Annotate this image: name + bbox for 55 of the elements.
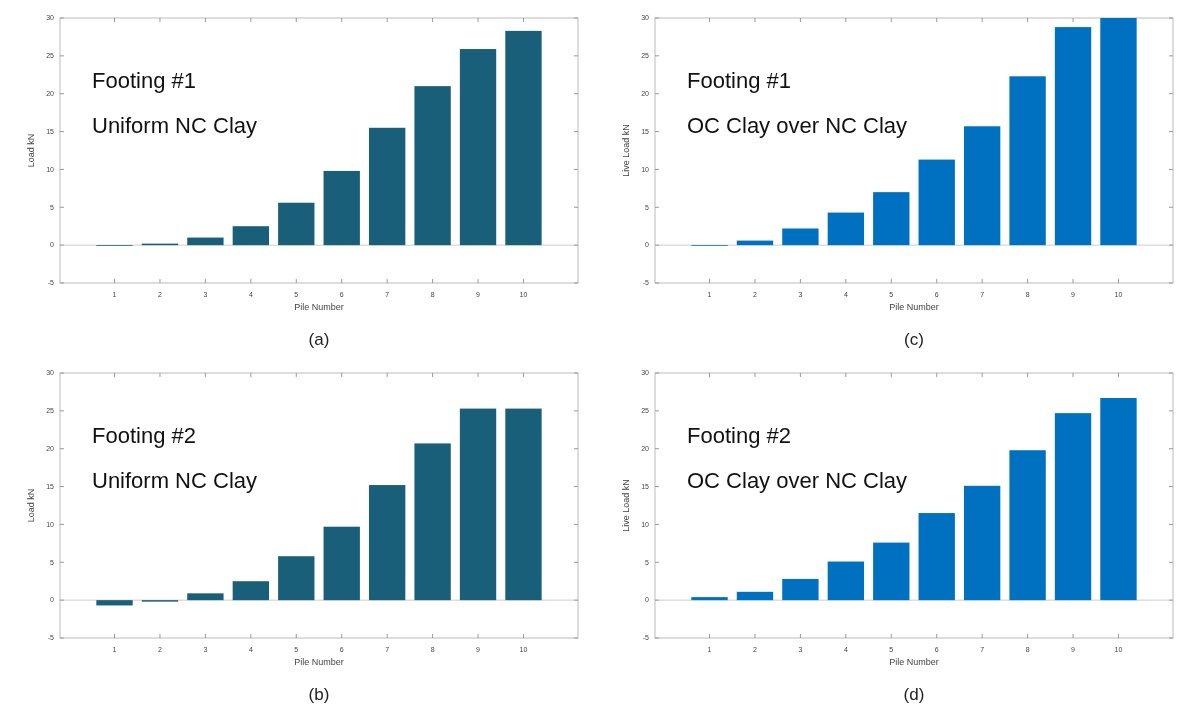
bar — [414, 443, 451, 601]
y-axis-title: Load kN — [26, 488, 36, 523]
annotation: Footing #2 — [687, 423, 791, 448]
bar — [187, 237, 224, 246]
bar — [918, 159, 955, 246]
x-axis-title: Pile Number — [889, 657, 939, 667]
text: (b) — [308, 685, 330, 704]
x-axis-title: Pile Number — [294, 302, 344, 312]
bar — [323, 170, 360, 246]
text: (d) — [903, 685, 925, 704]
bar — [736, 591, 774, 601]
bar — [1054, 27, 1092, 246]
bar — [827, 561, 865, 601]
bar — [918, 513, 955, 601]
bar — [278, 556, 315, 601]
text: (c) — [904, 330, 924, 349]
bar — [873, 192, 910, 246]
bar — [505, 408, 542, 601]
text: (a) — [308, 330, 330, 349]
annotation: OC Clay over NC Clay — [687, 113, 908, 138]
bar — [1009, 450, 1046, 601]
y-axis-title: Live Load kN — [621, 124, 631, 177]
y-axis-title: Load kN — [26, 133, 36, 168]
bar — [459, 49, 497, 246]
bar — [414, 86, 451, 246]
bar — [278, 202, 315, 246]
bar — [1100, 18, 1137, 246]
annotation: Footing #2 — [92, 423, 196, 448]
annotation: OC Clay over NC Clay — [687, 468, 908, 493]
bar — [1100, 397, 1137, 601]
bar — [1009, 76, 1046, 246]
bar — [691, 597, 728, 601]
x-axis-title: Pile Number — [294, 657, 344, 667]
annotation: Footing #1 — [687, 68, 791, 93]
bar — [323, 526, 360, 601]
bar — [232, 581, 270, 601]
bar — [368, 127, 406, 246]
bar — [187, 593, 224, 601]
bar — [368, 485, 406, 601]
x-axis-title: Pile Number — [889, 302, 939, 312]
annotation: Uniform NC Clay — [92, 113, 258, 138]
annotation: Uniform NC Clay — [92, 468, 258, 493]
bar — [96, 600, 133, 606]
bar — [963, 485, 1001, 601]
bar — [782, 578, 819, 601]
bar — [505, 30, 542, 246]
annotation: Footing #1 — [92, 68, 196, 93]
y-axis-title: Live Load kN — [621, 479, 631, 532]
bar — [459, 408, 497, 601]
bar — [782, 228, 819, 246]
bar — [963, 126, 1001, 246]
bar — [873, 542, 910, 601]
bar — [827, 212, 865, 246]
bar — [232, 226, 270, 246]
bar — [1054, 413, 1092, 601]
